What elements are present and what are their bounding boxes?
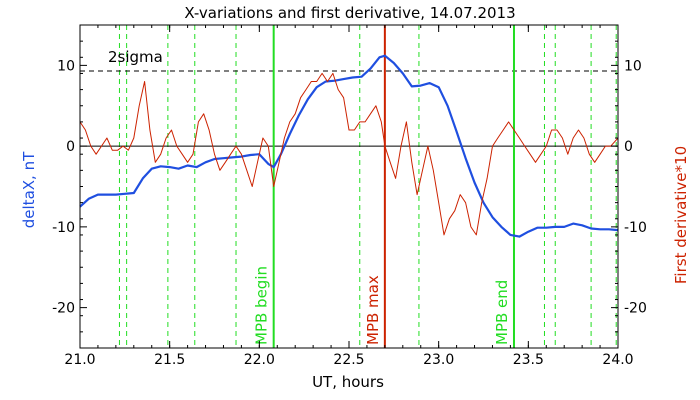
series-lines	[79, 54, 619, 238]
y-tick-label-left-1: 0	[66, 139, 75, 155]
derivative-line	[79, 72, 619, 236]
y-tick-label-left-2: -10	[52, 220, 75, 236]
chart-title: X-variations and first derivative, 14.07…	[184, 4, 515, 22]
y-tick-label-right-3: -20	[624, 301, 647, 317]
y-tick-label-left-3: -20	[52, 301, 75, 317]
x-tick-label-5: 23.5	[513, 352, 544, 368]
y-tick-label-left-0: 10	[57, 58, 75, 74]
threshold-label: 2sigma	[108, 48, 163, 66]
x-tick-label-4: 23.0	[423, 352, 454, 368]
x-tick-label-6: 24.0	[602, 352, 633, 368]
deltax-line	[79, 54, 619, 238]
y-tick-label-right-1: 0	[624, 139, 633, 155]
x-tick-label-0: 21.0	[64, 352, 95, 368]
event-label-1: MPB max	[364, 275, 382, 345]
x-axis-label: UT, hours	[312, 373, 384, 391]
y-axis-label-right: First derivative*10	[672, 146, 690, 284]
event-label-2: MPB end	[493, 280, 511, 345]
reference-lines	[80, 70, 618, 147]
event-lines: MPB begin MPB max MPB end	[253, 25, 515, 348]
y-tick-label-right-0: 10	[624, 58, 642, 74]
x-tick-label-1: 21.5	[154, 352, 185, 368]
y-axis-label-left: deltaX, nT	[20, 151, 38, 228]
x-tick-label-3: 22.5	[333, 352, 364, 368]
event-label-0: MPB begin	[253, 266, 271, 345]
axis-ticks: 21.0 21.5 22.0 22.5 23.0 23.5 24.0 10 10 0 0 -10 -10…	[52, 24, 647, 368]
plot-frame	[79, 24, 619, 349]
x-tick-label-2: 22.0	[244, 352, 275, 368]
y-tick-label-right-2: -10	[624, 220, 647, 236]
